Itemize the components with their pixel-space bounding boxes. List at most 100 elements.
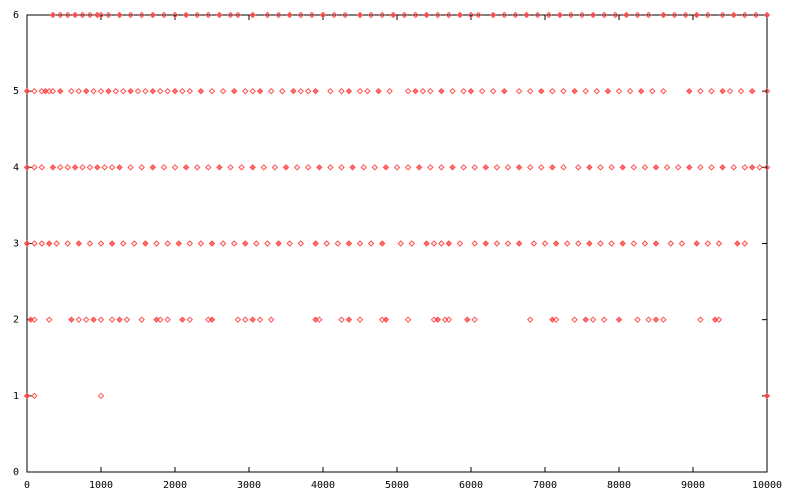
point bbox=[38, 164, 46, 171]
point bbox=[108, 316, 116, 323]
point bbox=[641, 164, 649, 171]
point bbox=[127, 164, 134, 171]
point bbox=[57, 11, 64, 19]
point bbox=[719, 164, 726, 171]
point bbox=[345, 87, 353, 95]
point bbox=[312, 240, 319, 247]
point bbox=[249, 164, 256, 171]
point bbox=[593, 87, 601, 95]
point bbox=[526, 87, 534, 95]
point bbox=[138, 316, 145, 323]
point bbox=[419, 87, 427, 95]
point bbox=[471, 164, 478, 171]
point bbox=[249, 316, 256, 323]
point bbox=[634, 11, 641, 19]
point bbox=[338, 164, 345, 171]
point bbox=[264, 240, 271, 247]
point bbox=[697, 87, 704, 95]
point bbox=[460, 87, 467, 95]
point bbox=[734, 240, 741, 247]
point bbox=[763, 164, 771, 171]
point bbox=[327, 164, 334, 171]
point bbox=[64, 11, 71, 19]
point bbox=[267, 87, 275, 95]
point bbox=[164, 316, 171, 323]
point bbox=[64, 240, 71, 247]
point bbox=[501, 87, 508, 95]
point bbox=[549, 87, 556, 95]
point bbox=[197, 240, 205, 247]
point bbox=[708, 87, 715, 95]
point bbox=[515, 87, 523, 95]
point bbox=[726, 87, 734, 95]
point bbox=[297, 11, 305, 19]
point bbox=[456, 11, 464, 19]
point bbox=[267, 316, 275, 323]
point bbox=[160, 11, 168, 19]
point bbox=[434, 316, 441, 323]
point bbox=[149, 87, 157, 95]
point bbox=[186, 87, 194, 95]
point bbox=[404, 87, 412, 95]
point bbox=[719, 11, 726, 19]
point bbox=[682, 11, 689, 19]
x-tick-label: 9000 bbox=[681, 480, 705, 491]
point bbox=[356, 316, 364, 323]
point bbox=[279, 87, 286, 95]
point bbox=[97, 87, 105, 95]
point bbox=[156, 316, 164, 323]
point bbox=[693, 11, 700, 19]
point bbox=[234, 11, 242, 19]
point bbox=[290, 87, 297, 95]
x-tick-label: 6000 bbox=[459, 480, 483, 491]
point bbox=[334, 240, 342, 247]
point bbox=[286, 240, 293, 247]
point bbox=[752, 11, 760, 19]
point bbox=[456, 240, 464, 247]
point bbox=[108, 164, 116, 171]
point bbox=[367, 11, 375, 19]
point bbox=[45, 316, 53, 323]
point bbox=[205, 11, 212, 19]
point bbox=[71, 164, 79, 171]
point bbox=[230, 87, 238, 95]
point bbox=[90, 87, 97, 95]
point bbox=[763, 392, 771, 400]
point bbox=[234, 316, 242, 323]
point bbox=[541, 240, 549, 247]
point bbox=[338, 316, 345, 323]
point bbox=[227, 164, 234, 171]
point bbox=[575, 240, 582, 247]
point bbox=[256, 316, 264, 323]
point bbox=[79, 11, 86, 19]
point bbox=[697, 316, 704, 323]
point bbox=[404, 316, 412, 323]
point bbox=[186, 240, 194, 247]
point bbox=[175, 240, 182, 247]
point bbox=[471, 240, 478, 247]
point bbox=[404, 164, 412, 171]
point bbox=[356, 11, 364, 19]
point bbox=[86, 240, 94, 247]
point bbox=[53, 240, 60, 247]
point bbox=[164, 240, 171, 247]
point bbox=[360, 164, 367, 171]
point bbox=[208, 316, 216, 323]
point bbox=[408, 240, 416, 247]
point bbox=[423, 240, 430, 247]
point bbox=[242, 87, 249, 95]
point bbox=[586, 164, 593, 171]
point bbox=[338, 87, 345, 95]
point bbox=[623, 11, 630, 19]
point bbox=[401, 11, 408, 19]
point bbox=[86, 11, 94, 19]
point bbox=[515, 164, 523, 171]
point bbox=[686, 164, 693, 171]
point bbox=[612, 11, 619, 19]
point bbox=[393, 164, 401, 171]
point bbox=[748, 164, 756, 171]
point bbox=[68, 316, 75, 323]
point bbox=[697, 164, 704, 171]
point bbox=[482, 240, 490, 247]
point bbox=[449, 164, 456, 171]
